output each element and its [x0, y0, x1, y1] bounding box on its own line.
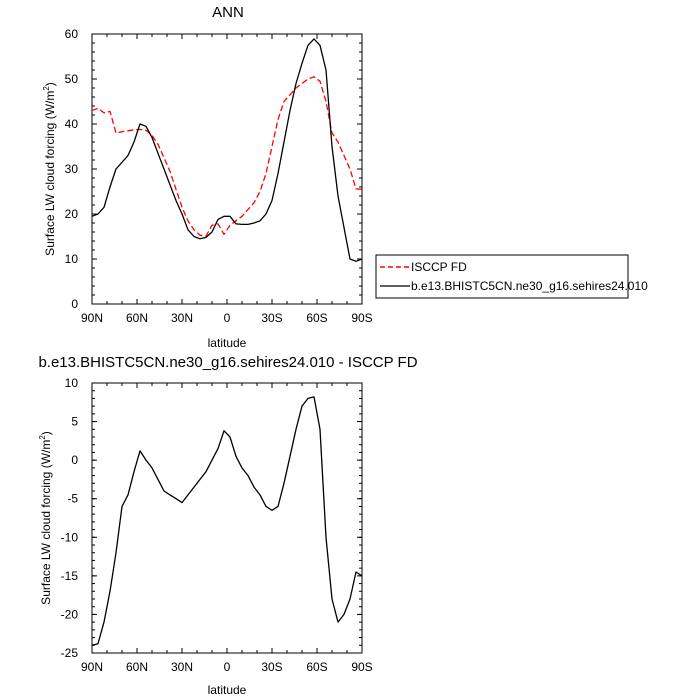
x-tick-label: 90N [81, 660, 103, 674]
legend-box [375, 254, 629, 299]
y-tick-label: 50 [65, 72, 79, 86]
y-tick-label: 5 [71, 415, 78, 429]
bottom-plot-frame [91, 382, 363, 654]
y-tick-label: -5 [67, 492, 78, 506]
bottom-axis-ticks: 90N 60N 30N 0 30S 60S 90S -25 -20 -15 -10 -5 0 5 10 [61, 376, 373, 674]
x-tick-label: 60N [126, 311, 148, 325]
legend-label-model: b.e13.BHISTC5CN.ne30_g16.sehires24.010 [411, 279, 648, 293]
y-tick-label: -20 [61, 607, 79, 621]
bottom-chart-title: b.e13.BHISTC5CN.ne30_g16.sehires24.010 -… [38, 354, 417, 371]
legend: ISCCP FD b.e13.BHISTC5CN.ne30_g16.sehire… [375, 254, 648, 299]
top-chart-title: ANN [212, 4, 244, 21]
bottom-x-axis-label: latitude [208, 683, 247, 697]
top-panel: ANN 90N 60N 30N 0 30S 60S 90S 0 10 20 30 40 50 60 lat… [42, 4, 648, 350]
top-series-group [91, 38, 363, 262]
x-tick-label: 90N [81, 311, 103, 325]
x-tick-label: 90S [351, 311, 372, 325]
bottom-y-axis-label: Surface LW cloud forcing (W/m2) [38, 431, 53, 605]
y-tick-label: -25 [61, 646, 79, 660]
x-tick-label: 90S [351, 660, 372, 674]
y-tick-label: 40 [65, 117, 79, 131]
x-tick-label: 30S [261, 660, 282, 674]
x-tick-label: 60S [306, 660, 327, 674]
series-line-0 [91, 76, 363, 237]
y-tick-label: 10 [65, 252, 79, 266]
top-plot-frame [91, 33, 363, 305]
x-tick-label: 0 [224, 311, 231, 325]
y-tick-label: 10 [65, 376, 79, 390]
bottom-panel: b.e13.BHISTC5CN.ne30_g16.sehires24.010 -… [38, 354, 418, 697]
x-tick-label: 60S [306, 311, 327, 325]
y-tick-label: 60 [65, 27, 79, 41]
y-tick-label: -15 [61, 569, 79, 583]
series-line-1 [91, 38, 363, 262]
legend-label-isccp: ISCCP FD [411, 260, 467, 274]
top-y-axis-label: Surface LW cloud forcing (W/m2) [42, 82, 57, 256]
top-axis-ticks: 90N 60N 30N 0 30S 60S 90S 0 10 20 30 40 50 60 [65, 27, 373, 325]
x-tick-label: 60N [126, 660, 148, 674]
x-tick-label: 0 [224, 660, 231, 674]
y-tick-label: 20 [65, 207, 79, 221]
bottom-series-group [91, 396, 363, 646]
y-tick-label: -10 [61, 530, 79, 544]
y-tick-label: 0 [71, 453, 78, 467]
x-tick-label: 30N [171, 311, 193, 325]
x-tick-label: 30N [171, 660, 193, 674]
y-tick-label: 30 [65, 162, 79, 176]
y-tick-label: 0 [71, 297, 78, 311]
top-x-axis-label: latitude [208, 336, 247, 350]
series-line-0 [91, 396, 363, 646]
x-tick-label: 30S [261, 311, 282, 325]
